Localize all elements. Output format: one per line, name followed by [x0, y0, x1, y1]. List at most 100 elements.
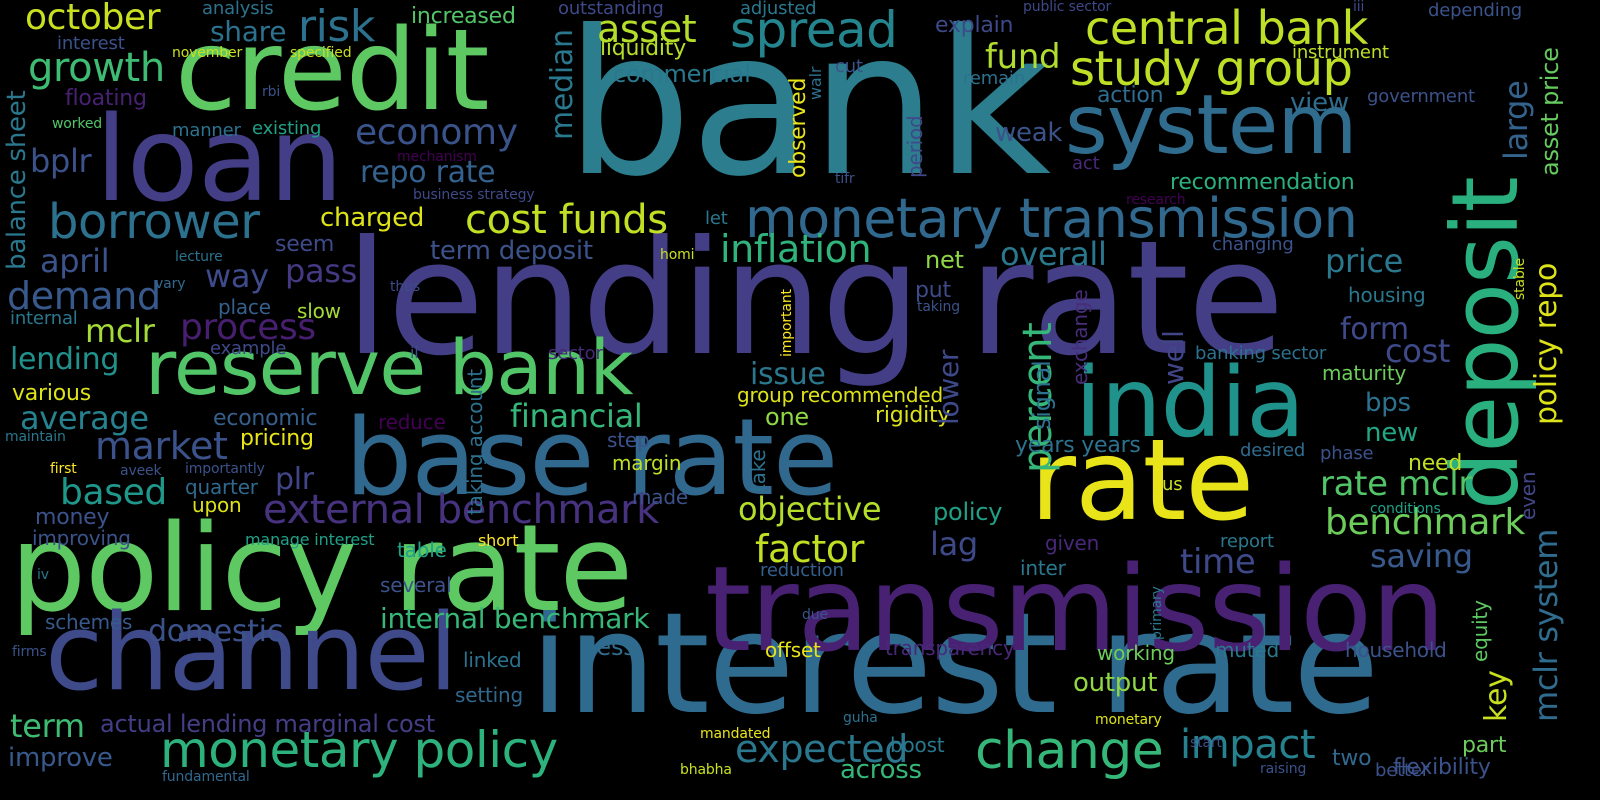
word-term: term [10, 707, 85, 745]
word-outstanding: outstanding [558, 0, 664, 19]
word-well: well [1157, 330, 1190, 385]
word-mechanism: mechanism [397, 149, 477, 165]
word-loan: loan [95, 90, 344, 228]
word-put: put [915, 278, 951, 303]
word-adjusted: adjusted [740, 0, 817, 19]
word-ii: ii [410, 343, 419, 362]
word-lecture: lecture [175, 249, 223, 265]
word-homi: homi [660, 247, 695, 263]
word-large: large [1497, 80, 1535, 161]
word-key: key [1479, 670, 1514, 722]
word-table: table [397, 538, 447, 562]
word-stable: stable [1512, 258, 1528, 300]
word-demand: demand [7, 274, 161, 318]
word-remain: remain [963, 68, 1025, 89]
word-short: short [478, 531, 519, 550]
word-setting: setting [455, 683, 523, 707]
word-seem: seem [275, 232, 335, 257]
word-worked: worked [52, 116, 103, 132]
word-transparency: transparency [885, 636, 1015, 660]
word-housing: housing [1348, 283, 1426, 307]
word-group-recommended: group recommended [737, 383, 944, 407]
word-view: view [1290, 88, 1349, 118]
word-november: november [172, 45, 243, 61]
word-better: better [1375, 760, 1430, 781]
word-mclr-system: mclr system [1527, 528, 1565, 722]
word-part: part [1462, 733, 1507, 758]
word-expected: expected [735, 727, 908, 771]
word-household: household [1345, 638, 1447, 662]
word-example: example [210, 338, 287, 359]
word-process: process [180, 307, 316, 348]
word-bhabha: bhabha [680, 762, 732, 778]
word-commercial: commercial [613, 60, 751, 88]
word-recommendation: recommendation [1170, 170, 1355, 195]
word-exchange: exchange [1068, 289, 1092, 385]
word-changing: changing [1212, 234, 1294, 255]
word-working: working [1097, 641, 1175, 665]
word-mclr: mclr [85, 312, 155, 350]
word-interest-rate: interest rate [530, 583, 1379, 746]
word-asset: asset [597, 7, 697, 51]
word-let: let [705, 208, 728, 229]
word-made: made [632, 485, 688, 509]
word-need: need [1408, 451, 1463, 476]
word-monetary-transmission: monetary transmission [745, 187, 1358, 250]
word-interest: interest [57, 33, 125, 54]
word-manage-interest: manage interest [245, 530, 375, 549]
word-time: time [1180, 542, 1256, 582]
word-given: given [1045, 531, 1100, 555]
word-due: due [802, 607, 828, 623]
word-external-benchmark: external benchmark [263, 487, 659, 533]
word-schemes: schemes [45, 610, 133, 634]
word-specified: specified [290, 45, 352, 61]
word-internal-benchmark: internal benchmark [380, 602, 650, 635]
word-transmission: transmission [705, 540, 1446, 678]
word-across: across [840, 755, 922, 785]
word-cut: cut [835, 56, 863, 77]
word-important: important [779, 289, 795, 357]
word-walr: walr [806, 66, 825, 100]
word-borrower: borrower [48, 194, 260, 250]
word-manner: manner [172, 120, 241, 141]
word-place: place [218, 295, 271, 319]
word-quarter: quarter [185, 475, 258, 499]
word-india: india [1075, 347, 1305, 459]
word-various: various [12, 381, 91, 406]
word-act: act [1072, 153, 1100, 174]
word-research: research [1126, 192, 1186, 208]
word-reserve-bank: reserve bank [145, 323, 633, 412]
word-based: based [60, 472, 167, 513]
word-objective: objective [738, 490, 882, 528]
word-rigidity: rigidity [875, 403, 951, 428]
word-analysis: analysis [202, 0, 274, 19]
word-rbi: rbi [262, 84, 281, 100]
word-issue: issue [750, 357, 826, 392]
word-liquidity: liquidity [600, 36, 686, 61]
word-median: median [545, 29, 580, 140]
word-take: take [746, 449, 770, 492]
word-share: share [210, 15, 287, 48]
word-lower: lower [932, 349, 965, 425]
word-explain: explain [935, 13, 1014, 38]
word-taking-account: taking account [463, 369, 487, 515]
word-policy-repo: policy repo [1529, 262, 1564, 425]
word-plr: plr [275, 462, 314, 497]
word-aveek: aveek [120, 463, 162, 479]
word-public-sector: public sector [1023, 0, 1112, 15]
word-guha: guha [843, 710, 878, 726]
word-form: form [1340, 312, 1409, 347]
word-monetary-policy: monetary policy [160, 721, 558, 779]
word-cost-funds: cost funds [465, 197, 668, 243]
word-base-rate: base rate [345, 396, 838, 519]
word-sector: sector [548, 343, 603, 364]
word-economy: economy [355, 112, 518, 153]
word-saving: saving [1370, 537, 1473, 575]
word-bank: bank [565, 0, 1051, 221]
word-iv: iv [37, 567, 49, 583]
word-maturity: maturity [1322, 361, 1407, 385]
word-less: less [590, 633, 636, 661]
word-cost: cost [1385, 332, 1451, 370]
word-policy: policy [933, 498, 1003, 526]
word-muted: muted [1215, 638, 1280, 662]
